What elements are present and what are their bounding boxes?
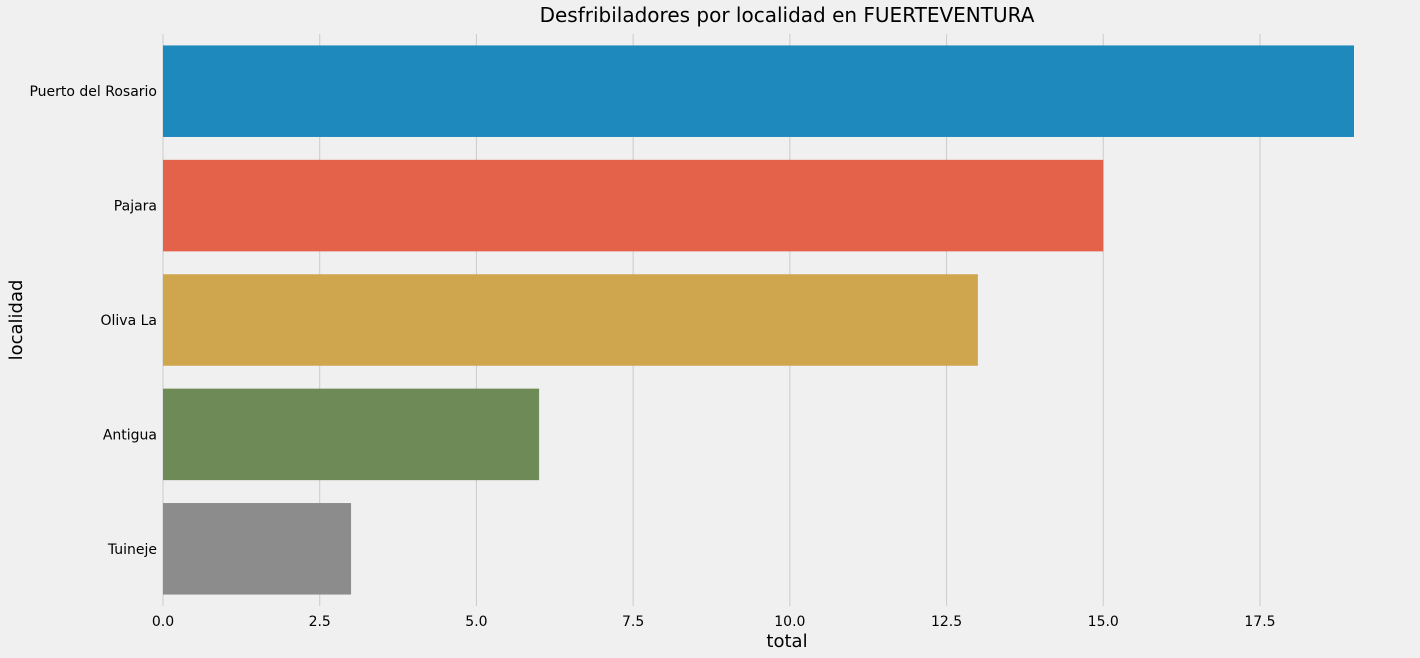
x-tick-label: 17.5 [1244, 614, 1275, 630]
y-tick-label: Puerto del Rosario [29, 84, 157, 100]
x-axis-title: total [766, 631, 807, 652]
x-tick-label: 5.0 [465, 614, 487, 630]
bar [163, 159, 1104, 252]
x-tick-label: 2.5 [309, 614, 331, 630]
x-tick-label: 10.0 [774, 614, 805, 630]
bar [163, 503, 352, 595]
x-tick-label: 15.0 [1088, 614, 1119, 630]
y-tick-label: Pajara [114, 199, 157, 215]
chart-title: Desfribiladores por localidad en FUERTEV… [540, 3, 1035, 27]
bar [163, 274, 978, 366]
x-tick-label: 7.5 [622, 614, 644, 630]
y-tick-label: Tuineje [107, 542, 157, 558]
y-axis-title: localidad [6, 280, 27, 361]
x-tick-label: 12.5 [931, 614, 962, 630]
bar [163, 45, 1354, 137]
y-tick-labels: Puerto del Rosario Pajara Oliva La Antigua T… [29, 84, 157, 558]
y-tick-label: Antigua [103, 427, 157, 443]
bars [163, 45, 1354, 595]
y-tick-label: Oliva La [101, 313, 158, 329]
x-tick-labels: 0.0 2.5 5.0 7.5 10.0 12.5 15.0 17.5 [152, 614, 1276, 630]
bar [163, 388, 540, 481]
x-tick-label: 0.0 [152, 614, 174, 630]
